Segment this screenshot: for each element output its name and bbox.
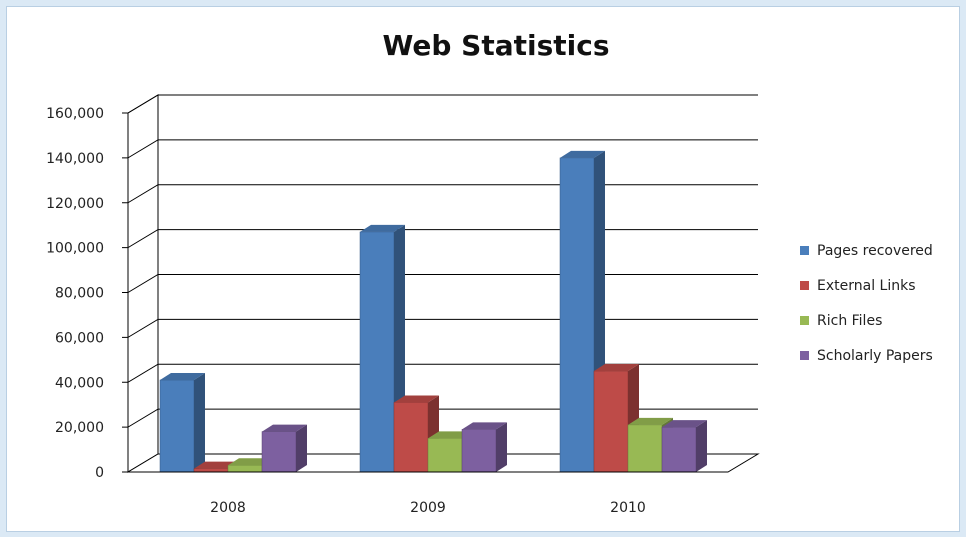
bar-front xyxy=(393,402,429,473)
bar-front xyxy=(661,426,697,473)
y-tick-label: 80,000 xyxy=(55,286,104,302)
gridline xyxy=(127,229,758,249)
gridline xyxy=(127,139,758,159)
bar-external-links-2010 xyxy=(593,364,639,473)
bar-side xyxy=(194,373,205,472)
bar-scholarly-papers-2010 xyxy=(661,420,707,473)
bar-front xyxy=(461,429,497,473)
y-axis-ticks: 0 20,000 40,000 60,000 80,000 100,000 120,000 1… xyxy=(46,106,129,481)
bar-front xyxy=(193,468,229,473)
bar-front xyxy=(261,431,297,473)
bars xyxy=(159,150,707,473)
bar-side xyxy=(496,422,507,472)
bar-front xyxy=(227,465,263,473)
y-tick-label: 60,000 xyxy=(55,330,104,346)
y-tick-label: 160,000 xyxy=(46,106,104,122)
bar-top xyxy=(560,150,605,158)
bar-pages-recovered-2008 xyxy=(159,373,205,473)
x-tick-label: 2010 xyxy=(610,500,646,516)
y-tick-label: 20,000 xyxy=(55,420,104,436)
bar-top xyxy=(462,422,507,430)
bar-side xyxy=(296,424,307,472)
legend-label: External Links xyxy=(817,278,916,294)
gridline xyxy=(127,318,758,338)
bar-top xyxy=(662,420,707,428)
bar-scholarly-papers-2009 xyxy=(461,422,507,473)
legend-label: Pages recovered xyxy=(817,243,933,259)
bar-front xyxy=(159,379,195,473)
bar-top xyxy=(360,224,405,232)
chart-walls xyxy=(126,94,760,473)
x-axis-ticks: 2008 2009 2010 xyxy=(128,471,728,516)
bar-top xyxy=(394,395,439,403)
gridline xyxy=(127,94,758,114)
bar-scholarly-papers-2008 xyxy=(261,424,307,473)
bar-side xyxy=(696,420,707,472)
bar-top xyxy=(262,424,307,432)
chart-title: Web Statistics xyxy=(382,29,609,62)
y-tick-label: 40,000 xyxy=(55,375,104,391)
legend: Pages recovered External Links Rich Files S… xyxy=(800,243,933,364)
y-tick-label: 140,000 xyxy=(46,151,104,167)
bar-front xyxy=(559,157,595,473)
bar-top xyxy=(594,364,639,372)
bar-front xyxy=(359,231,395,473)
legend-label: Scholarly Papers xyxy=(817,348,933,364)
legend-swatch xyxy=(800,351,809,360)
bar-pages-recovered-2009 xyxy=(359,224,405,473)
y-tick-label: 0 xyxy=(95,465,104,481)
gridlines xyxy=(127,94,758,428)
bar-top xyxy=(160,373,205,381)
legend-swatch xyxy=(800,316,809,325)
bar-top xyxy=(628,417,673,425)
gridline xyxy=(127,274,758,293)
legend-swatch xyxy=(800,281,809,290)
legend-swatch xyxy=(800,246,809,255)
bar-front xyxy=(593,370,629,473)
bar-front xyxy=(427,438,463,473)
y-tick-label: 100,000 xyxy=(46,241,104,257)
x-tick-label: 2009 xyxy=(410,500,446,516)
gridline xyxy=(127,408,758,428)
legend-label: Rich Files xyxy=(817,313,882,329)
gridline xyxy=(127,184,758,204)
gridline xyxy=(127,363,758,383)
x-tick-label: 2008 xyxy=(210,500,246,516)
bar-front xyxy=(627,424,663,473)
y-tick-label: 120,000 xyxy=(46,196,104,212)
